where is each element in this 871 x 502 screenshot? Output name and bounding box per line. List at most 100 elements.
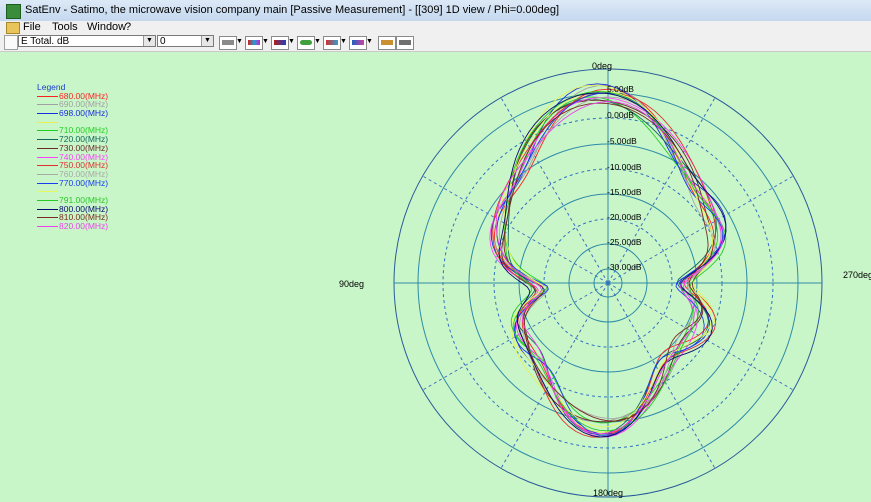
legend-swatch	[37, 217, 58, 219]
quantity-select[interactable]: E Total. dB ▼	[18, 35, 156, 47]
legend-swatch	[37, 113, 58, 115]
color-map-icon[interactable]	[245, 36, 263, 50]
legend-item: 810.00(MHz)	[37, 213, 108, 222]
index-select[interactable]: 0 ▼	[157, 35, 214, 47]
legend-swatch	[37, 130, 58, 132]
legend-swatch	[37, 121, 58, 123]
menu-tools[interactable]: Tools	[52, 21, 78, 33]
legend-swatch	[37, 147, 58, 149]
polar-plot-area[interactable]: Legend 680.00(MHz) 690.00(MHz) 698.00(MHz)…	[0, 52, 871, 502]
monitor-icon[interactable]	[219, 36, 237, 50]
legend-label: 680.00(MHz)	[59, 90, 109, 101]
legend-item: 690.00(MHz)	[37, 100, 108, 109]
legend-item	[37, 118, 65, 127]
legend-title: Legend	[37, 82, 66, 92]
menu-file[interactable]: File	[23, 21, 41, 33]
menu-window[interactable]: Window	[87, 21, 127, 33]
legend: Legend 680.00(MHz) 690.00(MHz) 698.00(MHz)…	[37, 82, 108, 231]
legend-label: 690.00(MHz)	[59, 99, 109, 110]
legend-item: 820.00(MHz)	[37, 222, 108, 231]
legend-item: 680.00(MHz)	[37, 91, 108, 101]
legend-swatch	[37, 139, 58, 141]
legend-swatch	[37, 226, 58, 228]
legend-label: 750.00(MHz)	[59, 160, 109, 171]
angle-label-right: 270deg	[843, 270, 871, 280]
toolbar: E Total. dB ▼ 0 ▼ ▼ ▼ ▼ ▼ ▼ ▼	[0, 34, 871, 52]
print-icon[interactable]	[396, 36, 414, 50]
pattern-trace	[498, 92, 727, 438]
legend-label: 730.00(MHz)	[59, 142, 109, 153]
legend-label: 760.00(MHz)	[59, 168, 109, 179]
chevron-down-icon[interactable]: ▼	[340, 38, 347, 45]
pattern-trace	[503, 102, 709, 422]
pattern-trace	[495, 101, 724, 435]
radial-label: 0.00dB	[607, 110, 634, 120]
legend-swatch	[37, 173, 58, 175]
legend-item: 698.00(MHz)	[37, 109, 108, 118]
legend-label: 710.00(MHz)	[59, 125, 109, 136]
radial-label: -15.00dB	[607, 187, 642, 197]
refresh-button[interactable]	[4, 35, 18, 50]
quantity-select-value: E Total. dB	[21, 36, 70, 47]
legend-item: 791.00(MHz)	[37, 196, 108, 205]
angle-label-bottom: 180deg	[593, 488, 624, 498]
chevron-down-icon[interactable]: ▼	[366, 38, 373, 45]
chevron-down-icon[interactable]: ▼	[201, 36, 213, 46]
legend-swatch	[37, 208, 58, 210]
legend-label: 810.00(MHz)	[59, 212, 109, 223]
satenv-icon[interactable]	[6, 4, 21, 19]
legend-label: 800.00(MHz)	[59, 203, 109, 214]
legend-label: 820.00(MHz)	[59, 221, 109, 232]
legend-item: 720.00(MHz)	[37, 135, 108, 144]
legend-swatch	[37, 199, 58, 201]
legend-item: 740.00(MHz)	[37, 152, 108, 162]
chevron-down-icon[interactable]: ▼	[236, 38, 243, 45]
legend-swatch	[37, 95, 58, 97]
polar-view-icon[interactable]	[297, 36, 315, 50]
legend-item: 760.00(MHz)	[37, 170, 108, 179]
legend-label: 791.00(MHz)	[59, 194, 109, 205]
menu-bar: File Tools Window ?	[0, 21, 871, 34]
legend-label: 698.00(MHz)	[59, 108, 109, 119]
legend-item: 800.00(MHz)	[37, 204, 108, 214]
index-select-value: 0	[160, 36, 166, 47]
radial-label: -20.00dB	[607, 212, 642, 222]
legend-item: 750.00(MHz)	[37, 161, 108, 170]
radial-label: -30.00dB	[607, 262, 642, 272]
title-bar: SatEnv - Satimo, the microwave vision co…	[0, 0, 871, 22]
document-icon[interactable]	[6, 22, 20, 34]
legend-label: 720.00(MHz)	[59, 134, 109, 145]
legend-label: 770.00(MHz)	[59, 177, 109, 188]
legend-item: 730.00(MHz)	[37, 144, 108, 153]
cut-view-icon[interactable]	[271, 36, 289, 50]
chevron-down-icon[interactable]: ▼	[262, 38, 269, 45]
grid-spoke	[500, 282, 609, 469]
pattern-trace	[490, 83, 727, 435]
radial-label: -25.00dB	[607, 237, 642, 247]
copy-icon[interactable]	[378, 36, 396, 50]
radial-label: -10.00dB	[607, 162, 642, 172]
legend-swatch	[37, 191, 58, 193]
legend-swatch	[37, 165, 58, 167]
legend-swatch	[37, 182, 58, 184]
legend-item: 770.00(MHz)	[37, 178, 108, 188]
radial-label: -5.00dB	[607, 136, 637, 146]
angle-label-top: 0deg	[592, 61, 613, 71]
angle-label-left: 90deg	[339, 279, 365, 289]
menu-help[interactable]: ?	[125, 21, 132, 33]
legend-swatch	[37, 104, 58, 106]
window-title: SatEnv - Satimo, the microwave vision co…	[25, 4, 560, 16]
legend-item	[37, 187, 65, 196]
pattern-trace	[498, 96, 716, 419]
chevron-down-icon[interactable]: ▼	[288, 38, 295, 45]
radial-label: 5.00dB	[607, 84, 634, 94]
chevron-down-icon[interactable]: ▼	[143, 36, 155, 46]
pattern-trace	[496, 92, 724, 437]
legend-swatch	[37, 156, 58, 158]
pattern-trace	[504, 90, 713, 428]
polar-chart	[393, 68, 823, 498]
chevron-down-icon[interactable]: ▼	[314, 38, 321, 45]
marker-icon[interactable]	[349, 36, 367, 50]
curve-icon[interactable]	[323, 36, 341, 50]
legend-label: 740.00(MHz)	[59, 151, 109, 162]
